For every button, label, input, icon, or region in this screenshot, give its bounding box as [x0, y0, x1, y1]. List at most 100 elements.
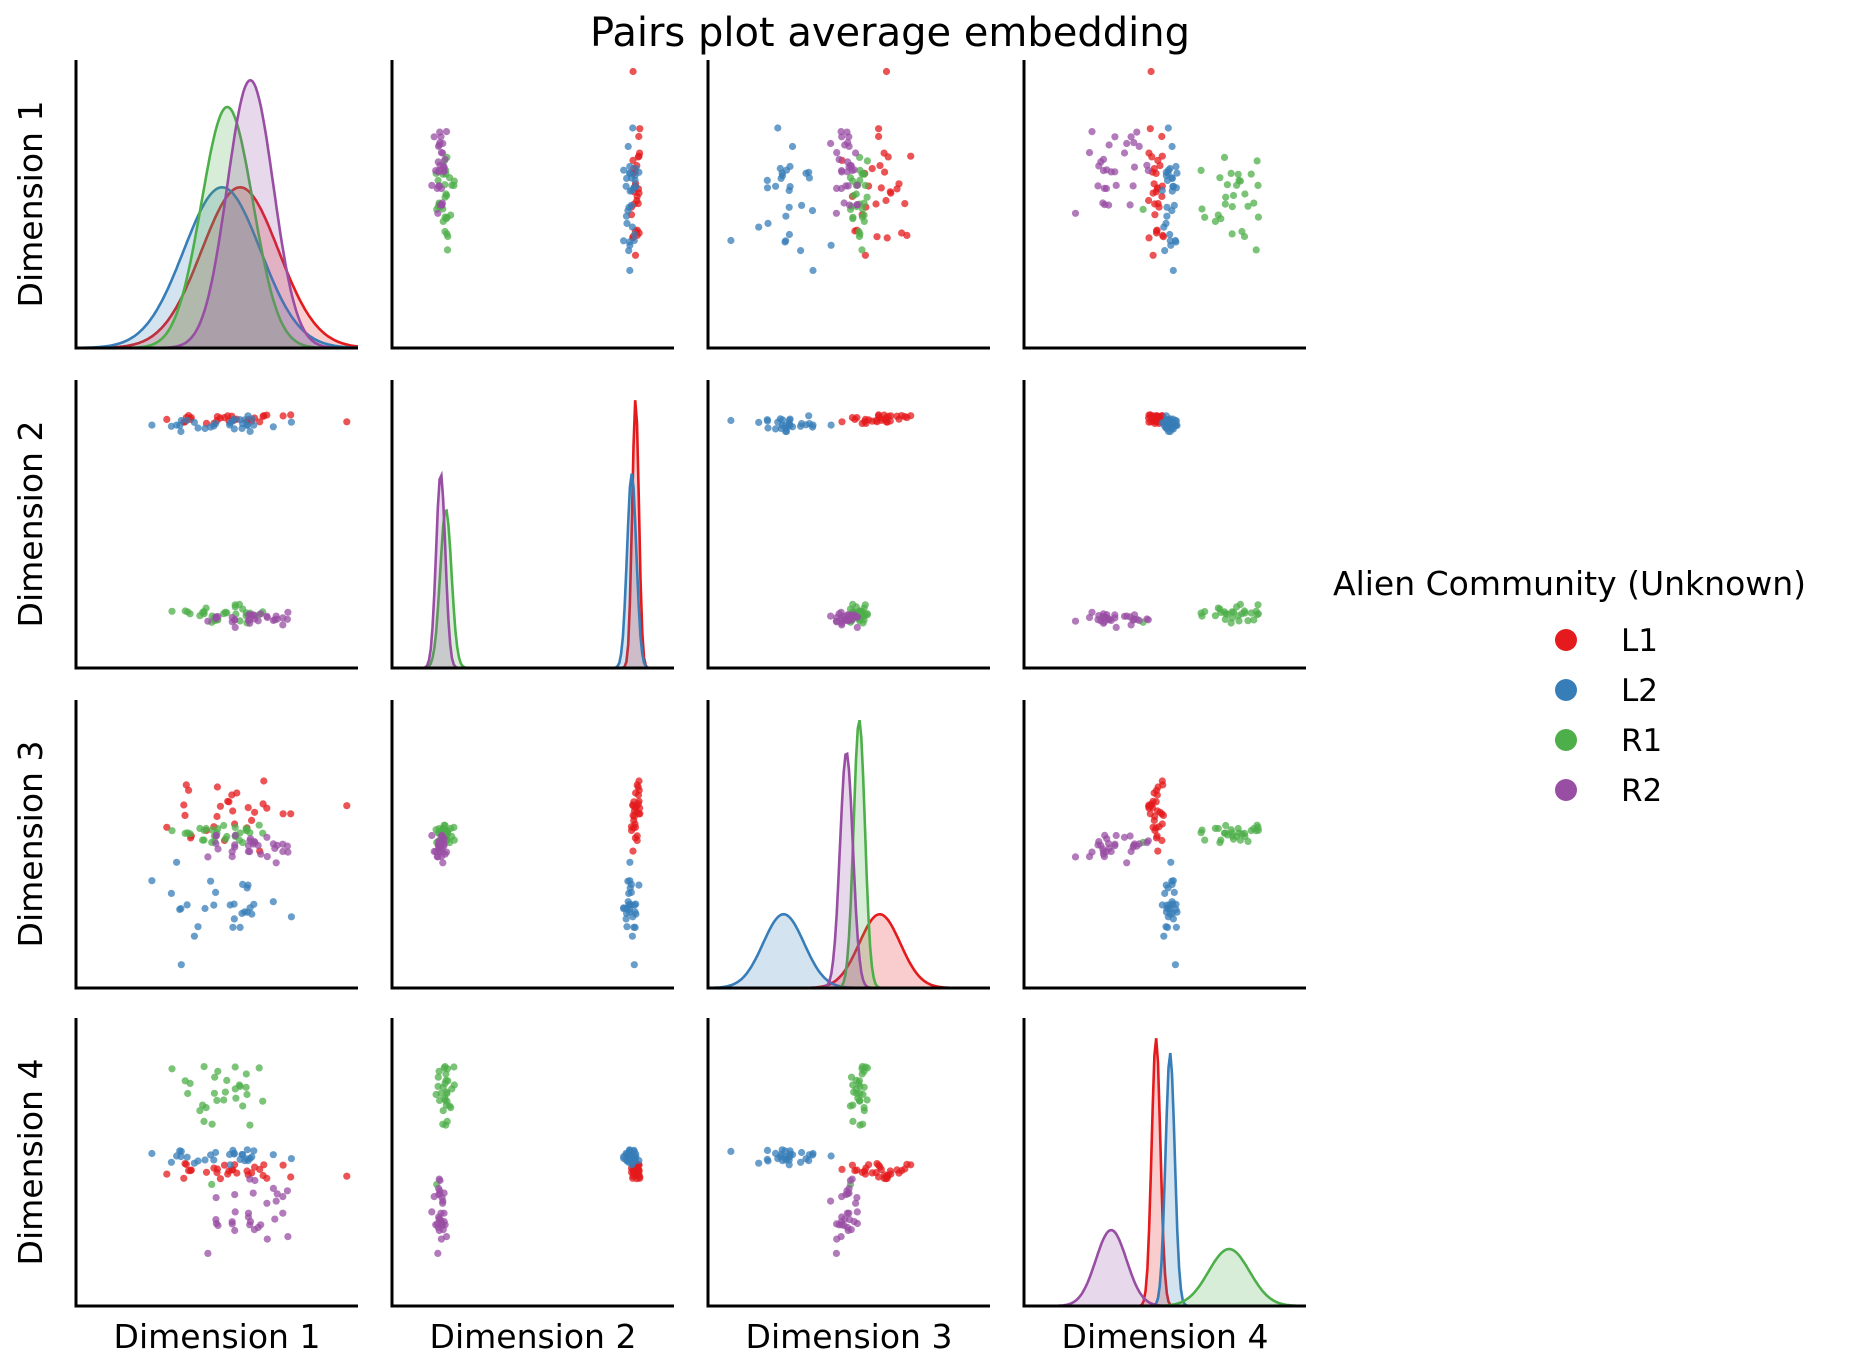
panel-r4-c3 [706, 1018, 990, 1308]
point-l1 [1149, 823, 1157, 831]
point-r2 [1095, 162, 1103, 170]
point-l2 [246, 427, 254, 435]
point-l1 [636, 125, 644, 133]
panel-spines [1022, 700, 1306, 990]
point-r2 [853, 181, 861, 189]
point-r2 [272, 1197, 280, 1205]
point-l2 [201, 1156, 209, 1164]
point-l1 [213, 783, 221, 791]
point-r2 [432, 167, 440, 175]
point-r2 [1111, 133, 1119, 141]
point-l2 [764, 219, 772, 227]
point-l2 [782, 212, 790, 220]
point-r1 [442, 215, 450, 223]
point-r1 [235, 1081, 243, 1089]
chart-title: Pairs plot average embedding [590, 10, 1190, 56]
point-l1 [213, 1169, 221, 1177]
point-r2 [257, 850, 265, 858]
panel-spines [74, 700, 358, 990]
point-r2 [272, 859, 280, 867]
point-r2 [833, 184, 841, 192]
point-r1 [1254, 181, 1262, 189]
point-r1 [211, 1073, 219, 1081]
point-l2 [631, 923, 639, 932]
point-l2 [626, 169, 634, 177]
point-l2 [177, 961, 185, 969]
point-r2 [249, 1189, 257, 1197]
point-l2 [632, 164, 640, 173]
point-r1 [861, 601, 869, 609]
point-r2 [1133, 128, 1141, 136]
point-l2 [620, 1153, 628, 1161]
point-l1 [630, 812, 638, 821]
point-r1 [236, 617, 244, 625]
point-r2 [231, 1226, 239, 1235]
point-r1 [1236, 836, 1244, 844]
column-label-3: Dimension 3 [746, 1317, 953, 1356]
point-l1 [243, 1167, 251, 1175]
point-r1 [1223, 831, 1231, 839]
point-l2 [786, 183, 794, 191]
point-r1 [208, 1180, 216, 1188]
point-r2 [838, 1221, 846, 1229]
panel-spines [390, 700, 674, 990]
legend-marker-l2 [1555, 679, 1577, 701]
point-l2 [210, 901, 218, 909]
point-l1 [1146, 125, 1154, 133]
point-r1 [1197, 609, 1205, 617]
point-r1 [855, 1077, 864, 1085]
point-l1 [1147, 67, 1155, 76]
point-l1 [259, 1171, 267, 1180]
point-l2 [167, 889, 175, 898]
point-r1 [858, 246, 866, 254]
point-r1 [1220, 153, 1229, 161]
point-r2 [251, 839, 259, 847]
point-l2 [631, 901, 639, 909]
point-l1 [260, 1161, 268, 1169]
legend-marker-r1 [1555, 729, 1577, 751]
point-l1 [877, 184, 885, 192]
point-r2 [204, 617, 212, 625]
point-l1 [180, 801, 188, 809]
point-r2 [283, 842, 291, 850]
point-l2 [1162, 416, 1170, 424]
point-r2 [852, 149, 860, 157]
point-r2 [257, 610, 265, 618]
point-l1 [898, 412, 906, 420]
row-label-2: Dimension 2 [11, 421, 50, 628]
point-l2 [207, 877, 215, 885]
point-r1 [856, 1121, 864, 1129]
point-r1 [1250, 199, 1258, 207]
point-r1 [221, 1088, 229, 1096]
point-r2 [1111, 168, 1119, 176]
point-l2 [764, 424, 772, 432]
point-r1 [1217, 215, 1225, 223]
point-r1 [232, 1094, 240, 1102]
point-r1 [858, 213, 867, 221]
point-l2 [201, 424, 209, 433]
point-l2 [772, 182, 780, 190]
point-r2 [442, 1233, 451, 1241]
point-l1 [163, 823, 171, 831]
point-l2 [1172, 923, 1180, 931]
point-r1 [450, 1063, 458, 1071]
point-r1 [1254, 213, 1262, 221]
point-l1 [343, 1172, 351, 1180]
point-l2 [622, 915, 630, 923]
point-r2 [212, 1194, 220, 1202]
point-l1 [1158, 192, 1166, 200]
point-l1 [1154, 847, 1162, 855]
point-l1 [187, 1166, 195, 1174]
point-l2 [774, 124, 782, 132]
point-l1 [882, 196, 890, 205]
point-r2 [434, 1249, 442, 1257]
point-l2 [727, 1147, 735, 1155]
point-l2 [1164, 124, 1172, 132]
point-r2 [1071, 209, 1080, 217]
point-r1 [855, 232, 864, 241]
point-l2 [798, 1148, 806, 1157]
point-r1 [1217, 836, 1225, 844]
point-l1 [633, 836, 641, 845]
point-l2 [1171, 236, 1179, 245]
point-r2 [843, 1187, 851, 1195]
